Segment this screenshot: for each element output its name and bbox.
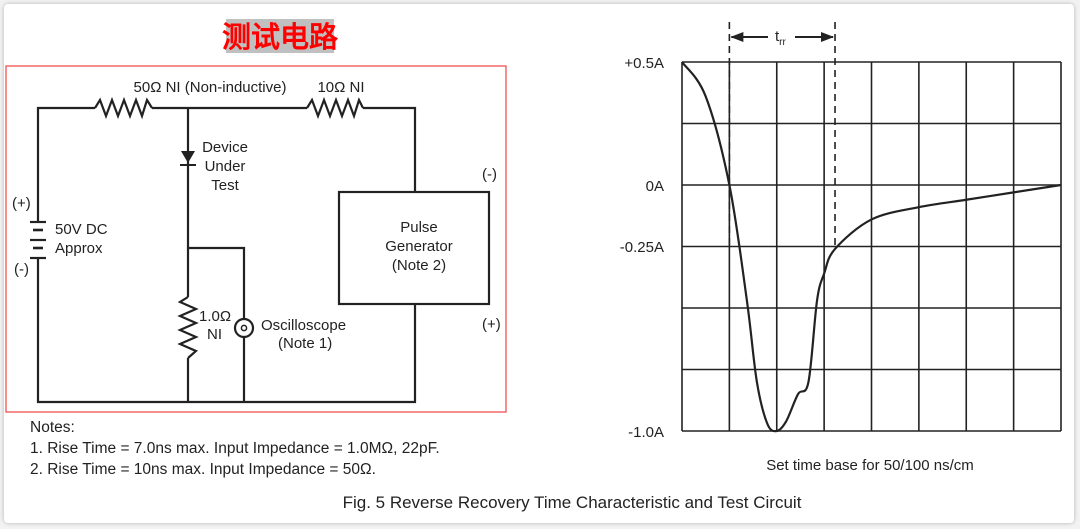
x-axis-label: Set time base for 50/100 ns/cm	[766, 457, 974, 474]
y-tick-0: 0A	[646, 178, 664, 195]
resistor-10-ohm	[306, 96, 364, 120]
trr-marker: trr	[728, 22, 836, 247]
dut-label-line1: Device	[202, 139, 248, 156]
scope-label-line2: (Note 1)	[278, 335, 332, 352]
trr-arrowhead-left	[730, 32, 744, 42]
battery-minus-label: (-)	[14, 261, 29, 278]
recovery-waveform-curve	[681, 61, 1062, 433]
r1-label-line1: 1.0Ω	[199, 308, 231, 325]
waveform-grid	[681, 61, 1062, 432]
trr-arrowhead-right	[821, 32, 835, 42]
circuit-frame	[5, 65, 507, 413]
dut-label-line3: Test	[211, 177, 239, 194]
dut-label-line2: Under	[205, 158, 246, 175]
diode-symbol	[180, 151, 196, 166]
pulse-plus-label: (+)	[482, 316, 501, 333]
pulse-gen-line1: Pulse	[400, 219, 438, 236]
r10-label: 10Ω NI	[317, 79, 364, 96]
title: 测试电路	[222, 21, 339, 54]
battery-label-line2: Approx	[55, 240, 103, 257]
note-1: 1. Rise Time = 7.0ns max. Input Impedanc…	[30, 440, 440, 457]
r1-label-line2: NI	[207, 326, 222, 343]
y-tick-neg-0.25: -0.25A	[620, 239, 664, 256]
y-tick-neg-1.0: -1.0A	[628, 424, 664, 441]
scope-label-line1: Oscilloscope	[261, 317, 346, 334]
r50-label: 50Ω NI (Non-inductive)	[134, 79, 287, 96]
figure-card	[4, 4, 1074, 523]
pulse-generator-box	[337, 190, 491, 306]
test-circuit	[30, 96, 491, 404]
dut-branch-wires	[186, 108, 246, 402]
figure-caption: Fig. 5 Reverse Recovery Time Characteris…	[343, 493, 802, 512]
trr-label-sub: rr	[779, 37, 786, 48]
resistor-1-ohm	[177, 296, 199, 359]
oscilloscope-connector-icon	[233, 317, 255, 339]
y-tick-pos-0.5: +0.5A	[624, 55, 664, 72]
resistor-50-ohm	[94, 96, 153, 120]
trr-label: trr	[775, 28, 787, 48]
battery-plus-label: (+)	[12, 195, 31, 212]
title-background	[226, 19, 334, 53]
note-2: 2. Rise Time = 10ns max. Input Impedance…	[30, 461, 376, 478]
battery-symbol	[30, 220, 46, 260]
pulse-minus-label: (-)	[482, 166, 497, 183]
notes-heading: Notes:	[30, 419, 75, 436]
circuit-wires	[36, 106, 417, 404]
pulse-gen-line3: (Note 2)	[392, 257, 446, 274]
trr-label-t: t	[775, 28, 780, 45]
battery-label-line1: 50V DC	[55, 221, 108, 238]
pulse-gen-line2: Generator	[385, 238, 453, 255]
